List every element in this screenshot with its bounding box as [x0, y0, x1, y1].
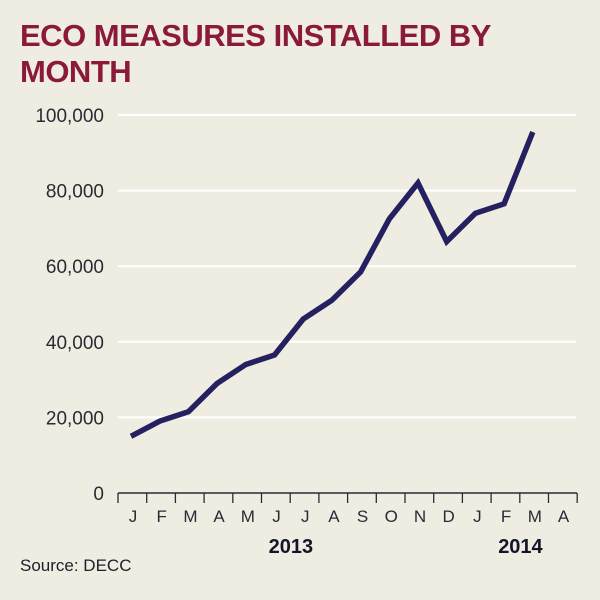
x-tick-label: F — [157, 507, 167, 526]
gridlines — [118, 114, 576, 419]
x-tick-label: A — [213, 507, 225, 526]
x-tick-label: J — [301, 507, 310, 526]
y-tick-label: 80,000 — [46, 182, 104, 203]
x-tick-label: A — [328, 507, 340, 526]
x-tick-label: J — [129, 507, 138, 526]
y-tick-label: 60,000 — [46, 257, 104, 278]
chart-title: ECO MEASURES INSTALLED BY MONTH — [20, 18, 491, 89]
series-line — [129, 130, 536, 439]
x-tick-label: M — [183, 507, 197, 526]
series-lines — [129, 130, 536, 439]
y-tick-label: 0 — [93, 484, 104, 505]
x-tick-label: S — [357, 507, 368, 526]
year-labels: 2013 2014 — [269, 536, 544, 558]
y-tick-label: 100,000 — [35, 106, 104, 127]
year-label-2014: 2014 — [498, 536, 543, 558]
year-label-2013: 2013 — [269, 536, 314, 558]
source-note: Source: DECC — [20, 556, 132, 575]
y-tick-label: 40,000 — [46, 333, 104, 354]
x-tick-label: O — [385, 507, 398, 526]
x-tick-label: J — [272, 507, 281, 526]
x-tick-label: N — [414, 507, 426, 526]
x-tick-label: M — [528, 507, 542, 526]
x-tick-label: F — [501, 507, 511, 526]
x-tick-label: M — [241, 507, 255, 526]
x-tick-label: J — [473, 507, 482, 526]
y-axis-labels: 0 20,000 40,000 60,000 80,000 100,000 — [35, 106, 104, 505]
x-tick-label: D — [443, 507, 455, 526]
x-tick-label: A — [558, 507, 570, 526]
y-tick-label: 20,000 — [46, 408, 104, 429]
